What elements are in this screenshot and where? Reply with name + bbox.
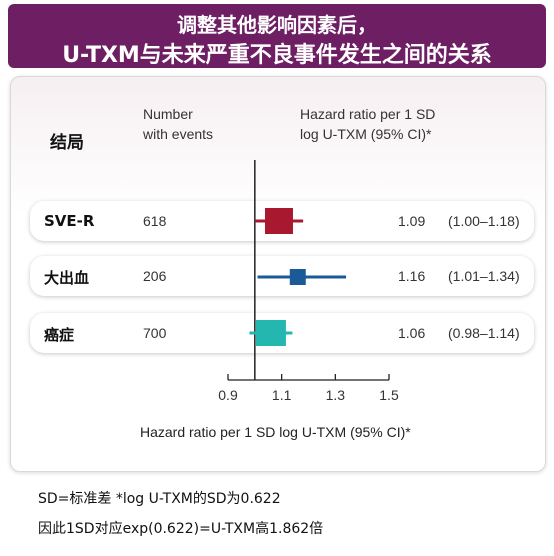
events-header: Number with events <box>143 104 213 144</box>
hr-header-line-2: log U-TXM (95% CI)* <box>300 126 432 142</box>
row-hr-major-bleeding: 1.16 <box>398 268 426 284</box>
hr-header: Hazard ratio per 1 SD log U-TXM (95% CI)… <box>300 104 435 144</box>
x-tick-label-2: 1.3 <box>326 387 346 403</box>
events-header-line-1: Number <box>143 106 193 122</box>
x-axis-label: Hazard ratio per 1 SD log U-TXM (95% CI)… <box>140 424 411 440</box>
hr-header-line-1: Hazard ratio per 1 SD <box>300 106 436 122</box>
title-line-1: 调整其他影响因素后， <box>177 13 377 37</box>
point-estimate-0 <box>264 208 293 234</box>
row-events-cancer: 700 <box>143 325 167 341</box>
outcome-header: 结局 <box>50 133 84 153</box>
row-ci-major-bleeding: (1.01–1.34) <box>448 268 520 284</box>
row-label-major-bleeding: 大出血 <box>44 269 90 287</box>
x-tick-label-3: 1.5 <box>379 387 399 403</box>
point-estimate-1 <box>289 269 306 285</box>
footnote-line-1: SD=标准差 *log U-TXM的SD为0.622 <box>38 491 281 507</box>
row-ci-cancer: (0.98–1.14) <box>448 325 520 341</box>
row-label-sve-r: SVE-R <box>44 212 95 230</box>
footnote-line-2: 因此1SD对应exp(0.622)=U-TXM高1.862倍 <box>38 521 324 537</box>
row-events-major-bleeding: 206 <box>143 268 167 284</box>
point-estimate-2 <box>255 320 286 346</box>
row-hr-cancer: 1.06 <box>398 325 426 341</box>
title-line-2: U-TXM与未来严重不良事件发生之间的关系 <box>62 43 492 68</box>
title-banner: 调整其他影响因素后， U-TXM与未来严重不良事件发生之间的关系 <box>8 4 546 68</box>
row-hr-sve-r: 1.09 <box>398 213 426 229</box>
x-tick-label-0: 0.9 <box>218 387 238 403</box>
row-ci-sve-r: (1.00–1.18) <box>448 213 520 229</box>
row-events-sve-r: 618 <box>143 213 167 229</box>
row-label-cancer: 癌症 <box>44 326 75 344</box>
x-tick-label-1: 1.1 <box>272 387 292 403</box>
events-header-line-2: with events <box>143 126 214 142</box>
